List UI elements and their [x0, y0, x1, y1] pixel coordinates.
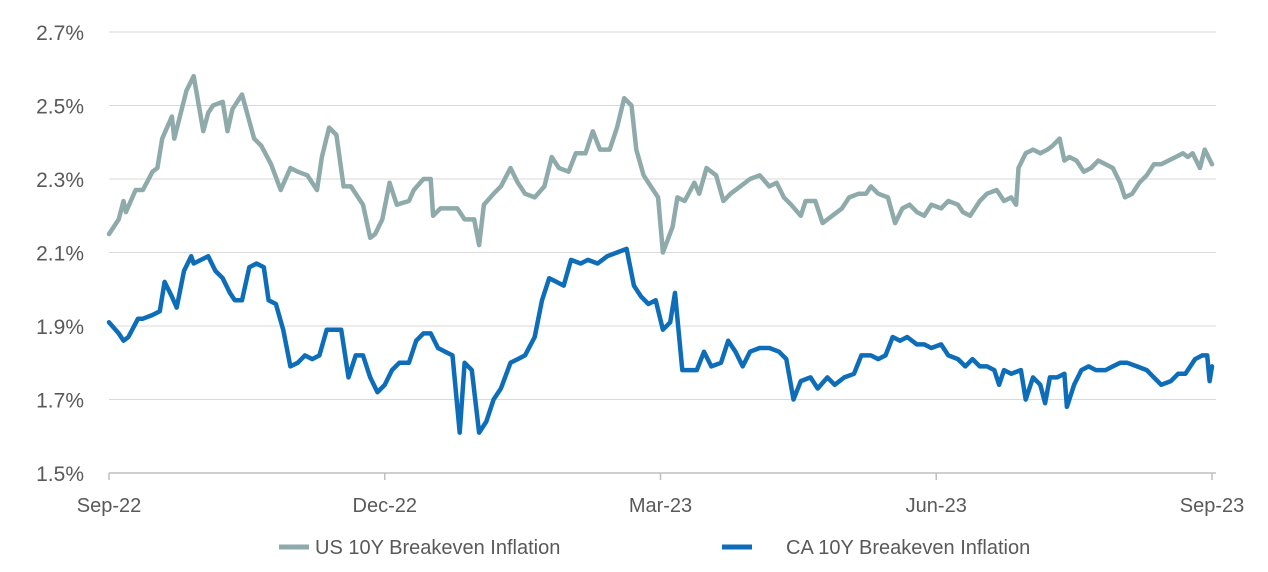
y-axis-tick-labels: 1.5% 1.7% 1.9% 2.1% 2.3% 2.5% 2.7%	[36, 22, 84, 486]
y-tick-label: 2.3%	[36, 169, 84, 192]
gridlines	[109, 31, 1216, 400]
x-tick-label: Sep-22	[77, 495, 142, 517]
legend-label: US 10Y Breakeven Inflation	[315, 537, 560, 559]
ca-breakeven-line	[106, 246, 1215, 435]
y-tick-label: 1.7%	[36, 390, 84, 413]
x-tick-label: Jun-23	[906, 495, 967, 517]
y-tick-label: 2.7%	[36, 22, 84, 45]
x-axis-tick-labels: Sep-22 Dec-22 Mar-23 Jun-23 Sep-23	[77, 473, 1245, 517]
legend: US 10Y Breakeven Inflation CA 10Y Breakev…	[279, 537, 1030, 559]
x-tick-label: Mar-23	[629, 495, 692, 517]
y-tick-label: 1.5%	[36, 463, 84, 486]
series-lines	[106, 73, 1215, 435]
x-tick-label: Dec-22	[353, 495, 417, 517]
y-tick-label: 1.9%	[36, 316, 84, 339]
x-tick-label: Sep-23	[1180, 495, 1245, 517]
y-tick-label: 2.1%	[36, 243, 84, 266]
us-breakeven-line	[106, 73, 1215, 255]
legend-label: CA 10Y Breakeven Inflation	[786, 537, 1030, 559]
y-tick-label: 2.5%	[36, 96, 84, 119]
